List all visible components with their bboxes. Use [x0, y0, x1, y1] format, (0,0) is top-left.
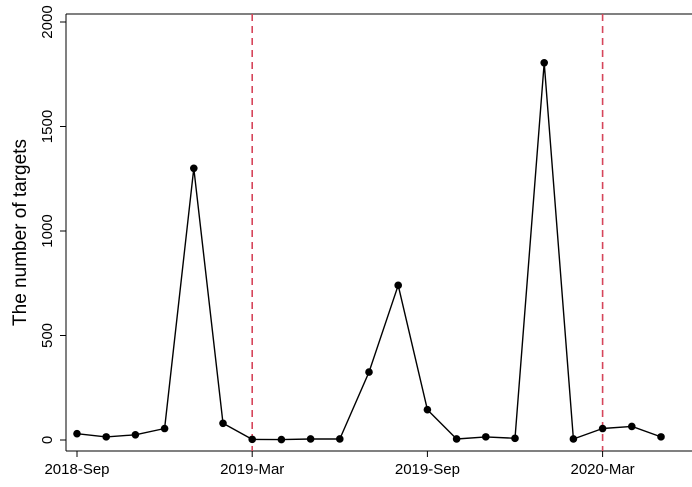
series-points — [73, 58, 665, 444]
data-point — [306, 435, 315, 443]
data-point — [540, 58, 548, 67]
x-tick-label: 2020-Mar — [570, 461, 634, 478]
data-point — [73, 429, 81, 438]
data-point — [131, 430, 140, 439]
series-line — [76, 62, 662, 441]
x-tick-label: 2018-Sep — [44, 461, 109, 478]
y-tick-label: 2000 — [39, 5, 56, 38]
data-point — [219, 419, 227, 428]
data-point — [598, 424, 607, 433]
x-tick-label: 2019-Mar — [220, 461, 284, 478]
data-point — [482, 433, 490, 441]
data-point — [336, 435, 344, 443]
y-axis-title: The number of targets — [10, 139, 31, 326]
data-point — [511, 434, 519, 443]
tick-labels: 0 500 1000 1500 2000 2018-Sep 2019-Mar 2019-Sep… — [39, 5, 635, 478]
x-tick-label: 2019-Sep — [395, 461, 460, 478]
y-tick-label: 1000 — [39, 214, 56, 247]
data-point — [394, 281, 403, 290]
reference-lines — [251, 14, 604, 451]
y-tick-label: 1500 — [39, 110, 56, 143]
data-point — [569, 435, 578, 443]
axes — [60, 13, 692, 457]
y-tick-label: 0 — [39, 436, 56, 444]
data-point — [423, 405, 432, 414]
data-point — [365, 368, 373, 376]
data-point — [190, 164, 198, 173]
data-point — [628, 422, 636, 431]
data-point — [657, 433, 665, 441]
data-point — [102, 433, 110, 441]
data-point — [277, 435, 286, 444]
data-point — [160, 424, 169, 433]
series-path — [76, 62, 662, 441]
y-tick-label: 500 — [39, 323, 56, 348]
data-point — [248, 435, 256, 444]
data-point — [452, 435, 461, 443]
